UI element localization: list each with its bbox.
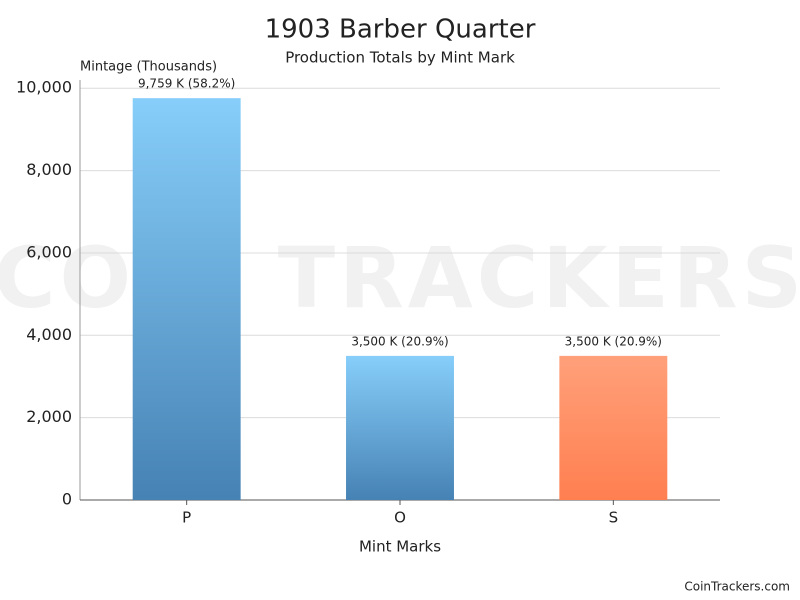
chart-title: 1903 Barber Quarter [265, 15, 536, 45]
x-tick-label: O [394, 509, 406, 527]
watermark: COIN TRACKERS [0, 229, 800, 327]
y-tick-label: 10,000 [16, 78, 72, 97]
y-tick-label: 8,000 [26, 160, 72, 179]
credit: CoinTrackers.com [684, 580, 790, 594]
bar [133, 98, 241, 500]
y-tick-label: 0 [62, 490, 72, 509]
y-tick-label: 2,000 [26, 407, 72, 426]
y-tick-label: 6,000 [26, 242, 72, 261]
value-label: 9,759 K (58.2%) [138, 77, 235, 91]
x-tick-label: P [182, 509, 191, 527]
value-label: 3,500 K (20.9%) [351, 334, 448, 348]
y-tick-label: 4,000 [26, 325, 72, 344]
bar [559, 356, 667, 500]
value-label: 3,500 K (20.9%) [565, 334, 662, 348]
x-axis-label: Mint Marks [359, 538, 441, 556]
x-tick-label: S [609, 509, 619, 527]
bar [346, 356, 454, 500]
chart-subtitle: Production Totals by Mint Mark [285, 49, 515, 67]
y-axis-label: Mintage (Thousands) [80, 60, 217, 75]
